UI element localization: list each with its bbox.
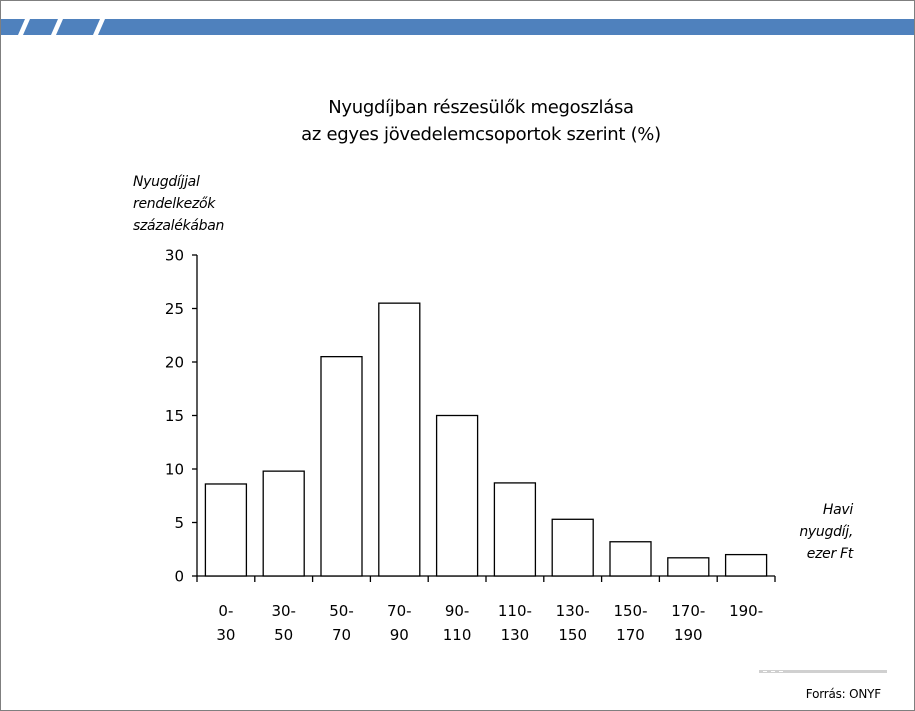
x-axis-label: Havi nyugdíj, ezer Ft bbox=[773, 499, 853, 565]
bar bbox=[551, 518, 594, 577]
chart-title: Nyugdíjban részesülők megoszlása az egye… bbox=[181, 94, 781, 148]
bar bbox=[493, 482, 537, 577]
y-axis-label: Nyugdíjjal rendelkezők százalékában bbox=[133, 171, 224, 237]
x-tick-label: 90 bbox=[390, 626, 409, 644]
x-axis-label-line-1: Havi bbox=[822, 502, 853, 518]
x-tick-label: 150 bbox=[558, 626, 587, 644]
x-tick-label: 30 bbox=[216, 626, 235, 644]
x-tick-label: 110- bbox=[498, 602, 532, 620]
x-tick-label: 190- bbox=[729, 602, 763, 620]
bar bbox=[204, 483, 248, 577]
x-tick-label: 0- bbox=[218, 602, 233, 620]
x-axis-label-line-3: ezer Ft bbox=[806, 546, 854, 562]
bar bbox=[667, 557, 710, 577]
x-tick-label: 190 bbox=[674, 626, 703, 644]
x-tick-label: 50 bbox=[274, 626, 293, 644]
x-tick-label: 130 bbox=[501, 626, 530, 644]
x-tick-label: 130- bbox=[556, 602, 590, 620]
x-tick-label: 90- bbox=[445, 602, 470, 620]
chart-title-line-1: Nyugdíjban részesülők megoszlása bbox=[328, 97, 634, 118]
y-axis-label-line-2: rendelkezők bbox=[133, 196, 216, 212]
x-tick-label: 170- bbox=[671, 602, 705, 620]
x-tick-label: 110 bbox=[443, 626, 472, 644]
x-tick-label: 150- bbox=[613, 602, 647, 620]
y-tick-label: 25 bbox=[165, 300, 184, 318]
y-tick-label: 5 bbox=[174, 514, 184, 532]
y-tick-label: 0 bbox=[174, 568, 184, 586]
x-tick-label: 170 bbox=[616, 626, 645, 644]
bar bbox=[262, 470, 305, 577]
x-axis-label-line-2: nyugdíj, bbox=[799, 524, 853, 540]
x-tick-label: 30- bbox=[271, 602, 296, 620]
bar bbox=[435, 414, 479, 577]
x-tick-label: 70- bbox=[387, 602, 412, 620]
bar bbox=[320, 355, 363, 577]
y-tick-label: 10 bbox=[165, 461, 184, 479]
y-tick-label: 30 bbox=[165, 247, 184, 265]
source-note: Forrás: ONYF bbox=[805, 687, 881, 701]
chart-title-line-2: az egyes jövedelemcsoportok szerint (%) bbox=[301, 124, 661, 145]
source-divider bbox=[759, 670, 887, 673]
bar bbox=[724, 553, 768, 577]
bar bbox=[609, 541, 652, 577]
y-tick-label: 20 bbox=[165, 354, 184, 372]
y-tick-label: 15 bbox=[165, 407, 184, 425]
x-tick-label: 70 bbox=[332, 626, 351, 644]
y-axis-label-line-1: Nyugdíjjal bbox=[133, 174, 200, 190]
y-axis-label-line-3: százalékában bbox=[133, 218, 225, 234]
header-bar bbox=[1, 19, 914, 35]
bar bbox=[378, 302, 421, 577]
x-tick-label: 50- bbox=[329, 602, 354, 620]
